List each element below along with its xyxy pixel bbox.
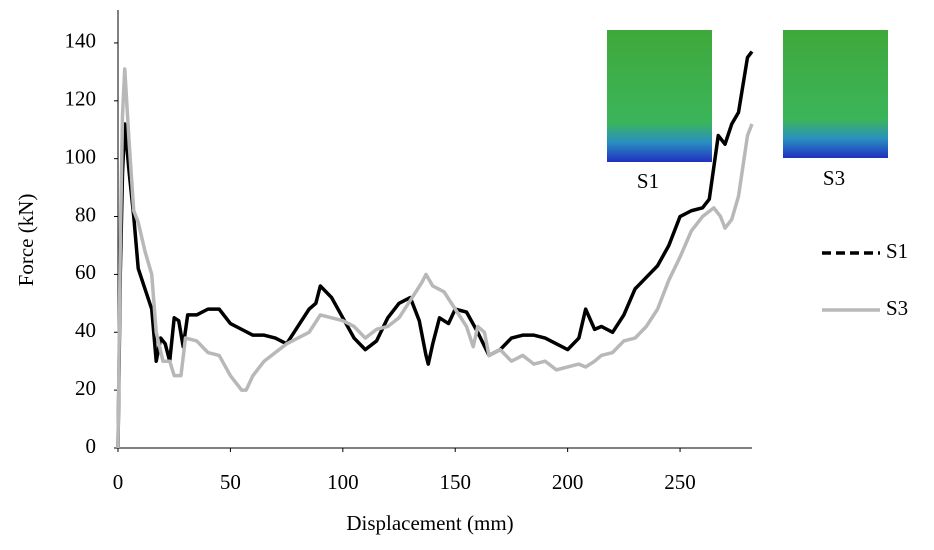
y-axis-title: Force (kN) (14, 194, 38, 287)
y-tick-label: 80 (75, 202, 96, 226)
annotation: S3 (823, 166, 845, 190)
legend-label: S1 (886, 239, 908, 263)
y-tick-label: 40 (75, 318, 96, 342)
inset-image (783, 30, 888, 158)
x-tick-label: 50 (220, 470, 241, 494)
chart: S1 S3 Displacement (mm) Force (kN) 0 20 40… (0, 0, 934, 545)
x-tick-label: 0 (113, 470, 124, 494)
x-tick-label: 100 (327, 470, 359, 494)
x-tick-label: 250 (664, 470, 696, 494)
inset-image (607, 30, 712, 162)
annotation: S1 (637, 169, 659, 193)
y-tick-label: 0 (86, 434, 97, 458)
y-tick-label: 20 (75, 376, 96, 400)
y-tick-label: 60 (75, 260, 96, 284)
legend-label: S3 (886, 296, 908, 320)
y-tick-label: 100 (65, 144, 97, 168)
y-tick-label: 140 (65, 29, 97, 53)
x-tick-label: 200 (552, 470, 584, 494)
y-tick-label: 120 (65, 87, 97, 111)
x-axis-title: Displacement (mm) (346, 511, 513, 535)
x-tick-label: 150 (439, 470, 471, 494)
